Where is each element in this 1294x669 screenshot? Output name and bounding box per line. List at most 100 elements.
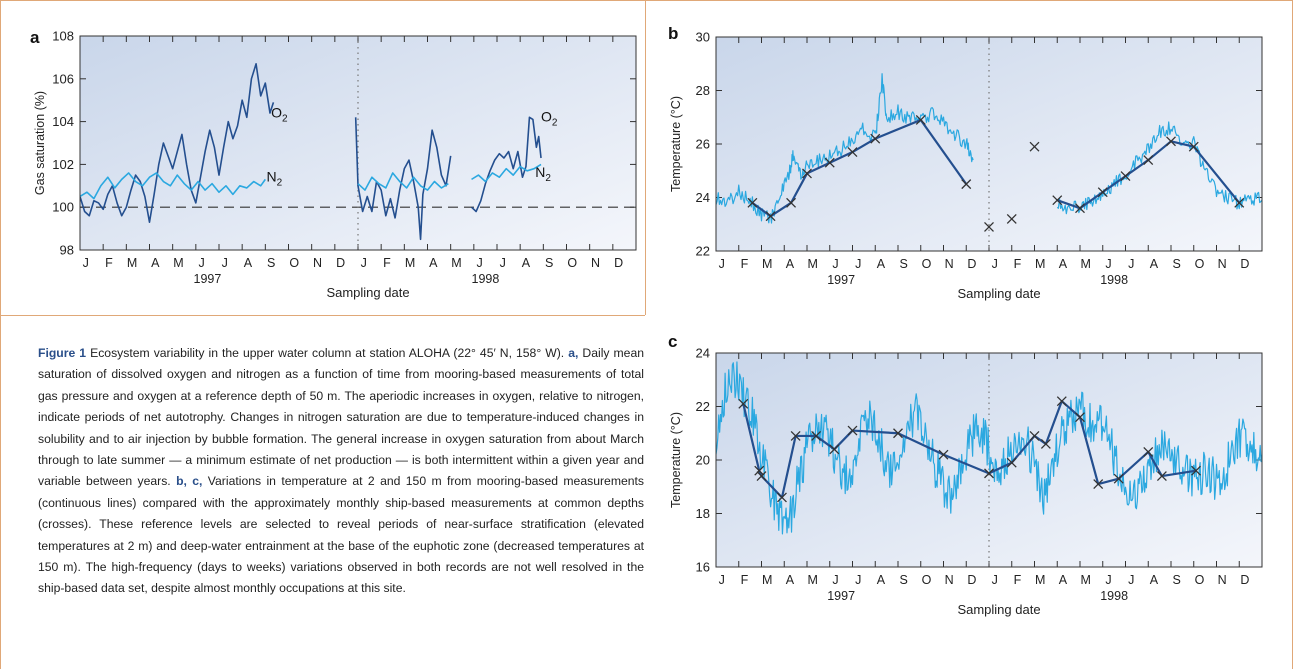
series-b-ship-2-m-marker [824, 157, 835, 168]
x-month-label-a: O [567, 256, 577, 270]
series-b-ship-2-m-marker [1120, 171, 1131, 182]
x-month-label-a: S [267, 256, 275, 270]
x-month-label-b: F [1014, 257, 1022, 271]
panel-letter-b: b [668, 24, 679, 43]
y-tick-label-a: 100 [52, 200, 74, 215]
x-month-label-a: N [313, 256, 322, 270]
caption-title: Ecosystem variability in the upper water… [86, 346, 565, 360]
y-tick-label-b: 30 [696, 30, 710, 45]
x-month-label-a: A [429, 256, 438, 270]
y-tick-label-a: 104 [52, 114, 74, 129]
x-month-label-c: D [967, 573, 976, 587]
series-b-ship-2-m-marker [1234, 197, 1245, 208]
x-month-label-b: F [741, 257, 749, 271]
x-month-label-c: M [807, 573, 817, 587]
y-tick-label-a: 98 [60, 243, 74, 258]
chart-panel-b: b 22 24 26 28 30 J F M A M J J A S O N D J F M A M J J A S O N D 1997… [646, 0, 1294, 315]
x-month-label-a: M [451, 256, 461, 270]
x-month-label-c: D [1240, 573, 1249, 587]
series-c-ship-150-m-marker [1029, 430, 1040, 441]
x-month-label-c: N [1218, 573, 1227, 587]
series-c-ship-150-m-marker [1040, 438, 1051, 449]
series-b-ship-2-m-marker [1075, 203, 1085, 214]
series-c-ship-150-m-marker [1056, 396, 1067, 407]
y-tick-label-a: 106 [52, 71, 74, 86]
x-month-label-b: M [1035, 257, 1045, 271]
x-year-label-a: 1998 [472, 272, 500, 286]
series-b-ship-2-m-marker [1166, 136, 1176, 147]
x-month-label-a: M [127, 256, 137, 270]
x-month-label-b: M [807, 257, 817, 271]
frame-divider-horizontal [0, 315, 645, 316]
series-b-ship-2-m [1056, 140, 1241, 210]
y-tick-label-c: 24 [696, 346, 710, 361]
x-month-label-c: A [786, 573, 795, 587]
y-tick-label-c: 18 [696, 506, 710, 521]
caption-part-bc-text: Variations in temperature at 2 and 150 m… [38, 474, 644, 596]
x-month-label-b: J [832, 257, 838, 271]
x-month-label-c: N [945, 573, 954, 587]
x-month-label-a: N [591, 256, 600, 270]
x-month-label-c: O [922, 573, 932, 587]
x-month-label-b: M [762, 257, 772, 271]
x-month-label-a: O [289, 256, 299, 270]
chart-panel-c: c 16 18 20 22 24 J F M A M J J A S O N D J F M A M J J A S O N D 1997… [646, 320, 1294, 635]
x-month-label-b: J [992, 257, 998, 271]
x-year-label-b: 1998 [1100, 273, 1128, 287]
y-tick-label-b: 22 [696, 244, 710, 259]
x-month-label-b: N [945, 257, 954, 271]
x-year-label-a: 1997 [194, 272, 222, 286]
series-label-subscript: 2 [545, 173, 551, 184]
series-label-subscript: 2 [277, 178, 283, 189]
series-b-ship-2-m-marker [747, 197, 758, 208]
series-c-ship-150-m-marker [811, 430, 822, 441]
x-month-label-c: A [1059, 573, 1068, 587]
caption-part-a-text: Daily mean saturation of dissolved oxyge… [38, 346, 644, 489]
frame-divider-vertical [645, 0, 646, 315]
series-label-subscript: 2 [282, 113, 288, 124]
x-month-label-c: A [877, 573, 886, 587]
x-month-label-b: S [900, 257, 908, 271]
x-month-label-a: J [361, 256, 367, 270]
x-month-label-a: A [244, 256, 253, 270]
x-month-label-a: A [151, 256, 160, 270]
x-month-label-c: M [1080, 573, 1090, 587]
x-month-label-b: S [1173, 257, 1181, 271]
series-c-ship-150-m-marker [1113, 473, 1124, 484]
series-b-ship-2-m-marker [802, 168, 812, 179]
series-b-ship-2-m-marker [915, 114, 926, 125]
series-b-ship-2-m-marker [1143, 155, 1154, 166]
series-c-ship-150-m-marker [984, 468, 994, 479]
x-month-label-a: J [222, 256, 228, 270]
series-b-ship-2-m-marker [1097, 187, 1108, 198]
plot-frame-a [79, 35, 637, 251]
x-month-label-c: J [1128, 573, 1134, 587]
plot-frame-b [715, 36, 1263, 252]
y-tick-label-b: 28 [696, 83, 710, 98]
x-month-label-c: S [900, 573, 908, 587]
x-month-label-b: M [1080, 257, 1090, 271]
series-c-ship-150-m-marker [1156, 471, 1167, 482]
x-month-label-a: J [199, 256, 205, 270]
series-a-n2 [80, 172, 266, 200]
y-tick-label-a: 108 [52, 29, 74, 44]
x-month-label-c: J [719, 573, 725, 587]
x-month-label-b: D [1240, 257, 1249, 271]
x-month-label-a: D [614, 256, 623, 270]
plot-frame-c [715, 352, 1263, 568]
series-c-ship-150-m-marker [1006, 457, 1017, 468]
x-month-label-b: A [1150, 257, 1159, 271]
y-tick-label-c: 22 [696, 399, 710, 414]
series-label-subscript: 2 [552, 118, 558, 129]
series-a-n2 [357, 172, 449, 191]
x-month-label-b: J [1128, 257, 1134, 271]
y-tick-label-b: 24 [696, 190, 710, 205]
series-b-ship-2-m-marker [847, 147, 858, 157]
series-c-ship-150-m-marker [756, 471, 767, 482]
series-c-ship-150-m-marker [829, 444, 840, 455]
series-a-n2 [471, 163, 542, 183]
x-month-label-a: F [383, 256, 391, 270]
caption-part-a-label: a, [568, 346, 579, 360]
